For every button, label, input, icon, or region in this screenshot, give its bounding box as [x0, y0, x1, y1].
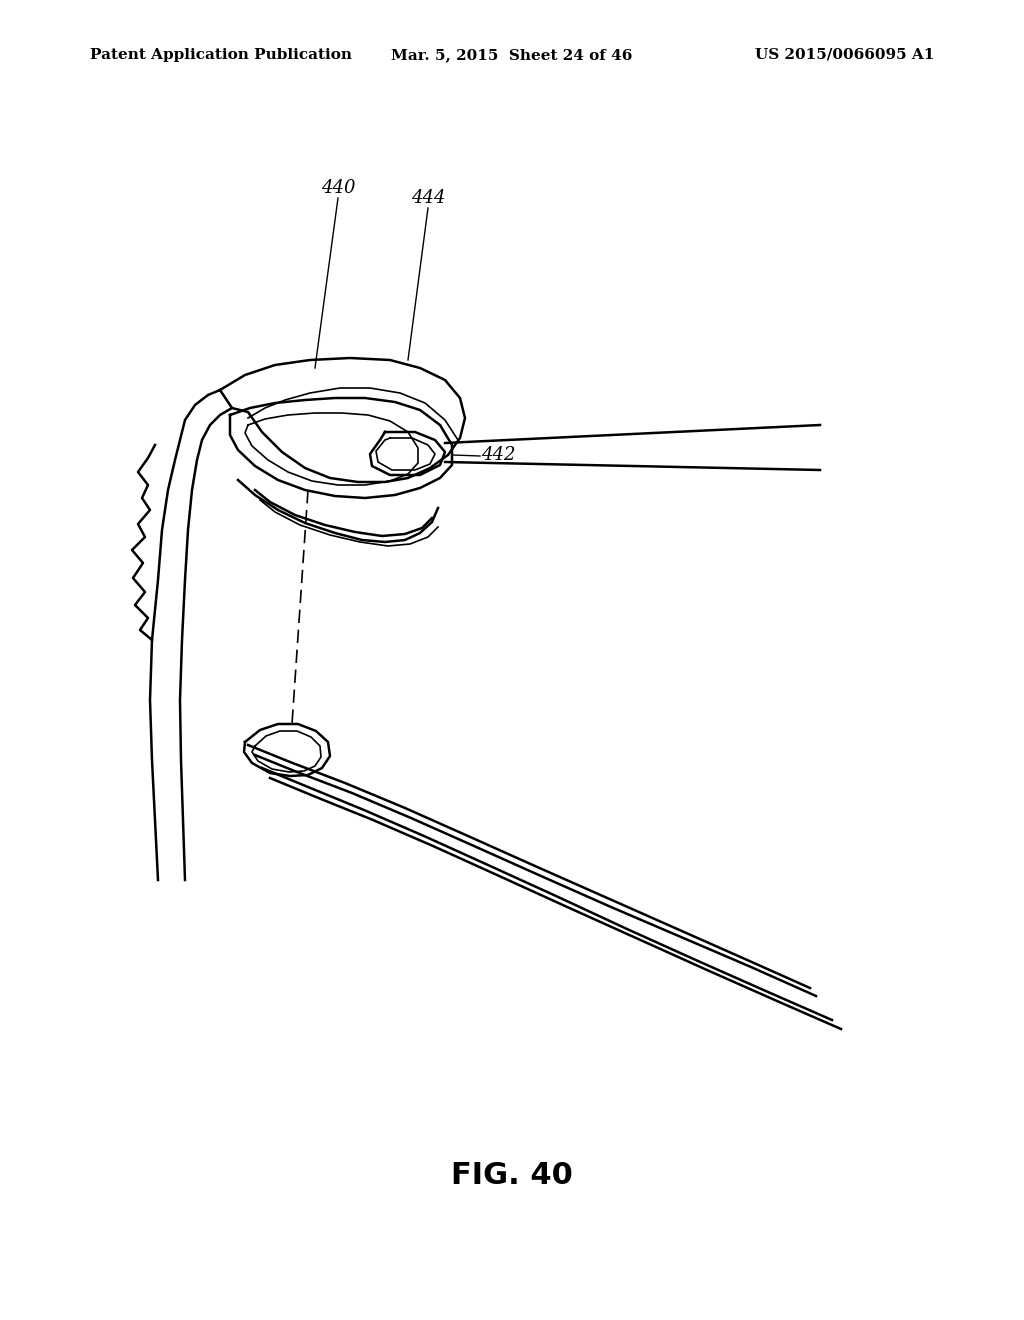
Text: 442: 442 [480, 446, 515, 465]
Text: Mar. 5, 2015  Sheet 24 of 46: Mar. 5, 2015 Sheet 24 of 46 [391, 48, 633, 62]
Text: 440: 440 [321, 180, 355, 197]
Text: FIG. 40: FIG. 40 [451, 1160, 573, 1189]
Text: 444: 444 [411, 189, 445, 207]
Text: Patent Application Publication: Patent Application Publication [90, 48, 352, 62]
Text: US 2015/0066095 A1: US 2015/0066095 A1 [755, 48, 934, 62]
